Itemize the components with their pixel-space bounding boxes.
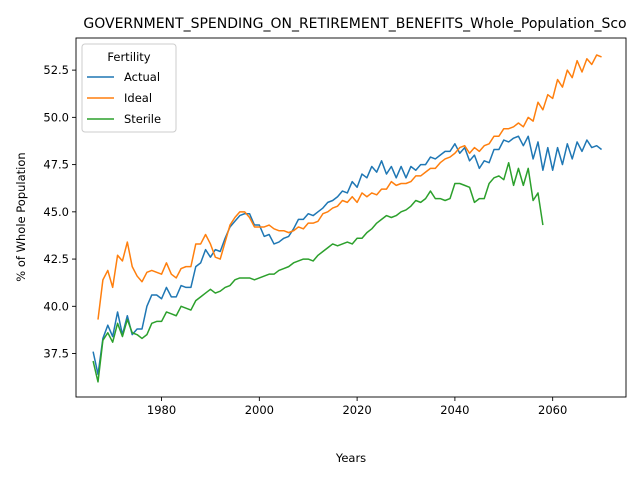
legend-label-actual: Actual bbox=[124, 70, 160, 84]
legend-entries: Actual Ideal Sterile bbox=[87, 70, 161, 126]
legend-label-ideal: Ideal bbox=[124, 91, 152, 105]
y-axis: 37.5 40.0 42.5 45.0 47.5 50.0 52.5 bbox=[43, 63, 76, 361]
chart-title: GOVERNMENT_SPENDING_ON_RETIREMENT_BENEFI… bbox=[83, 16, 626, 32]
legend-box bbox=[81, 43, 177, 133]
y-tick-label: 52.5 bbox=[43, 63, 69, 77]
legend: Fertility Actual Ideal Sterile bbox=[81, 43, 177, 133]
x-tick-label: 2040 bbox=[440, 403, 469, 417]
series-line-ideal bbox=[97, 54, 602, 320]
legend-label-sterile: Sterile bbox=[124, 112, 161, 126]
y-tick-label: 37.5 bbox=[43, 347, 69, 361]
plot-border bbox=[75, 37, 627, 398]
legend-title: Fertility bbox=[107, 50, 150, 64]
series-line-actual bbox=[92, 135, 603, 376]
series-line-sterile bbox=[92, 161, 544, 383]
x-tick-label: 2060 bbox=[538, 403, 567, 417]
y-tick-label: 45.0 bbox=[43, 205, 69, 219]
x-tick-label: 1980 bbox=[147, 403, 176, 417]
x-axis: 1980 2000 2020 2040 2060 bbox=[147, 397, 567, 417]
y-tick-label: 47.5 bbox=[43, 158, 69, 172]
y-tick-label: 50.0 bbox=[43, 110, 69, 124]
x-axis-label: Years bbox=[335, 451, 366, 465]
x-tick-label: 2020 bbox=[342, 403, 371, 417]
y-tick-label: 42.5 bbox=[43, 252, 69, 266]
y-tick-label: 40.0 bbox=[43, 299, 69, 313]
series-layer bbox=[92, 54, 603, 383]
y-axis-label: % of Whole Population bbox=[14, 152, 28, 281]
x-tick-label: 2000 bbox=[245, 403, 274, 417]
